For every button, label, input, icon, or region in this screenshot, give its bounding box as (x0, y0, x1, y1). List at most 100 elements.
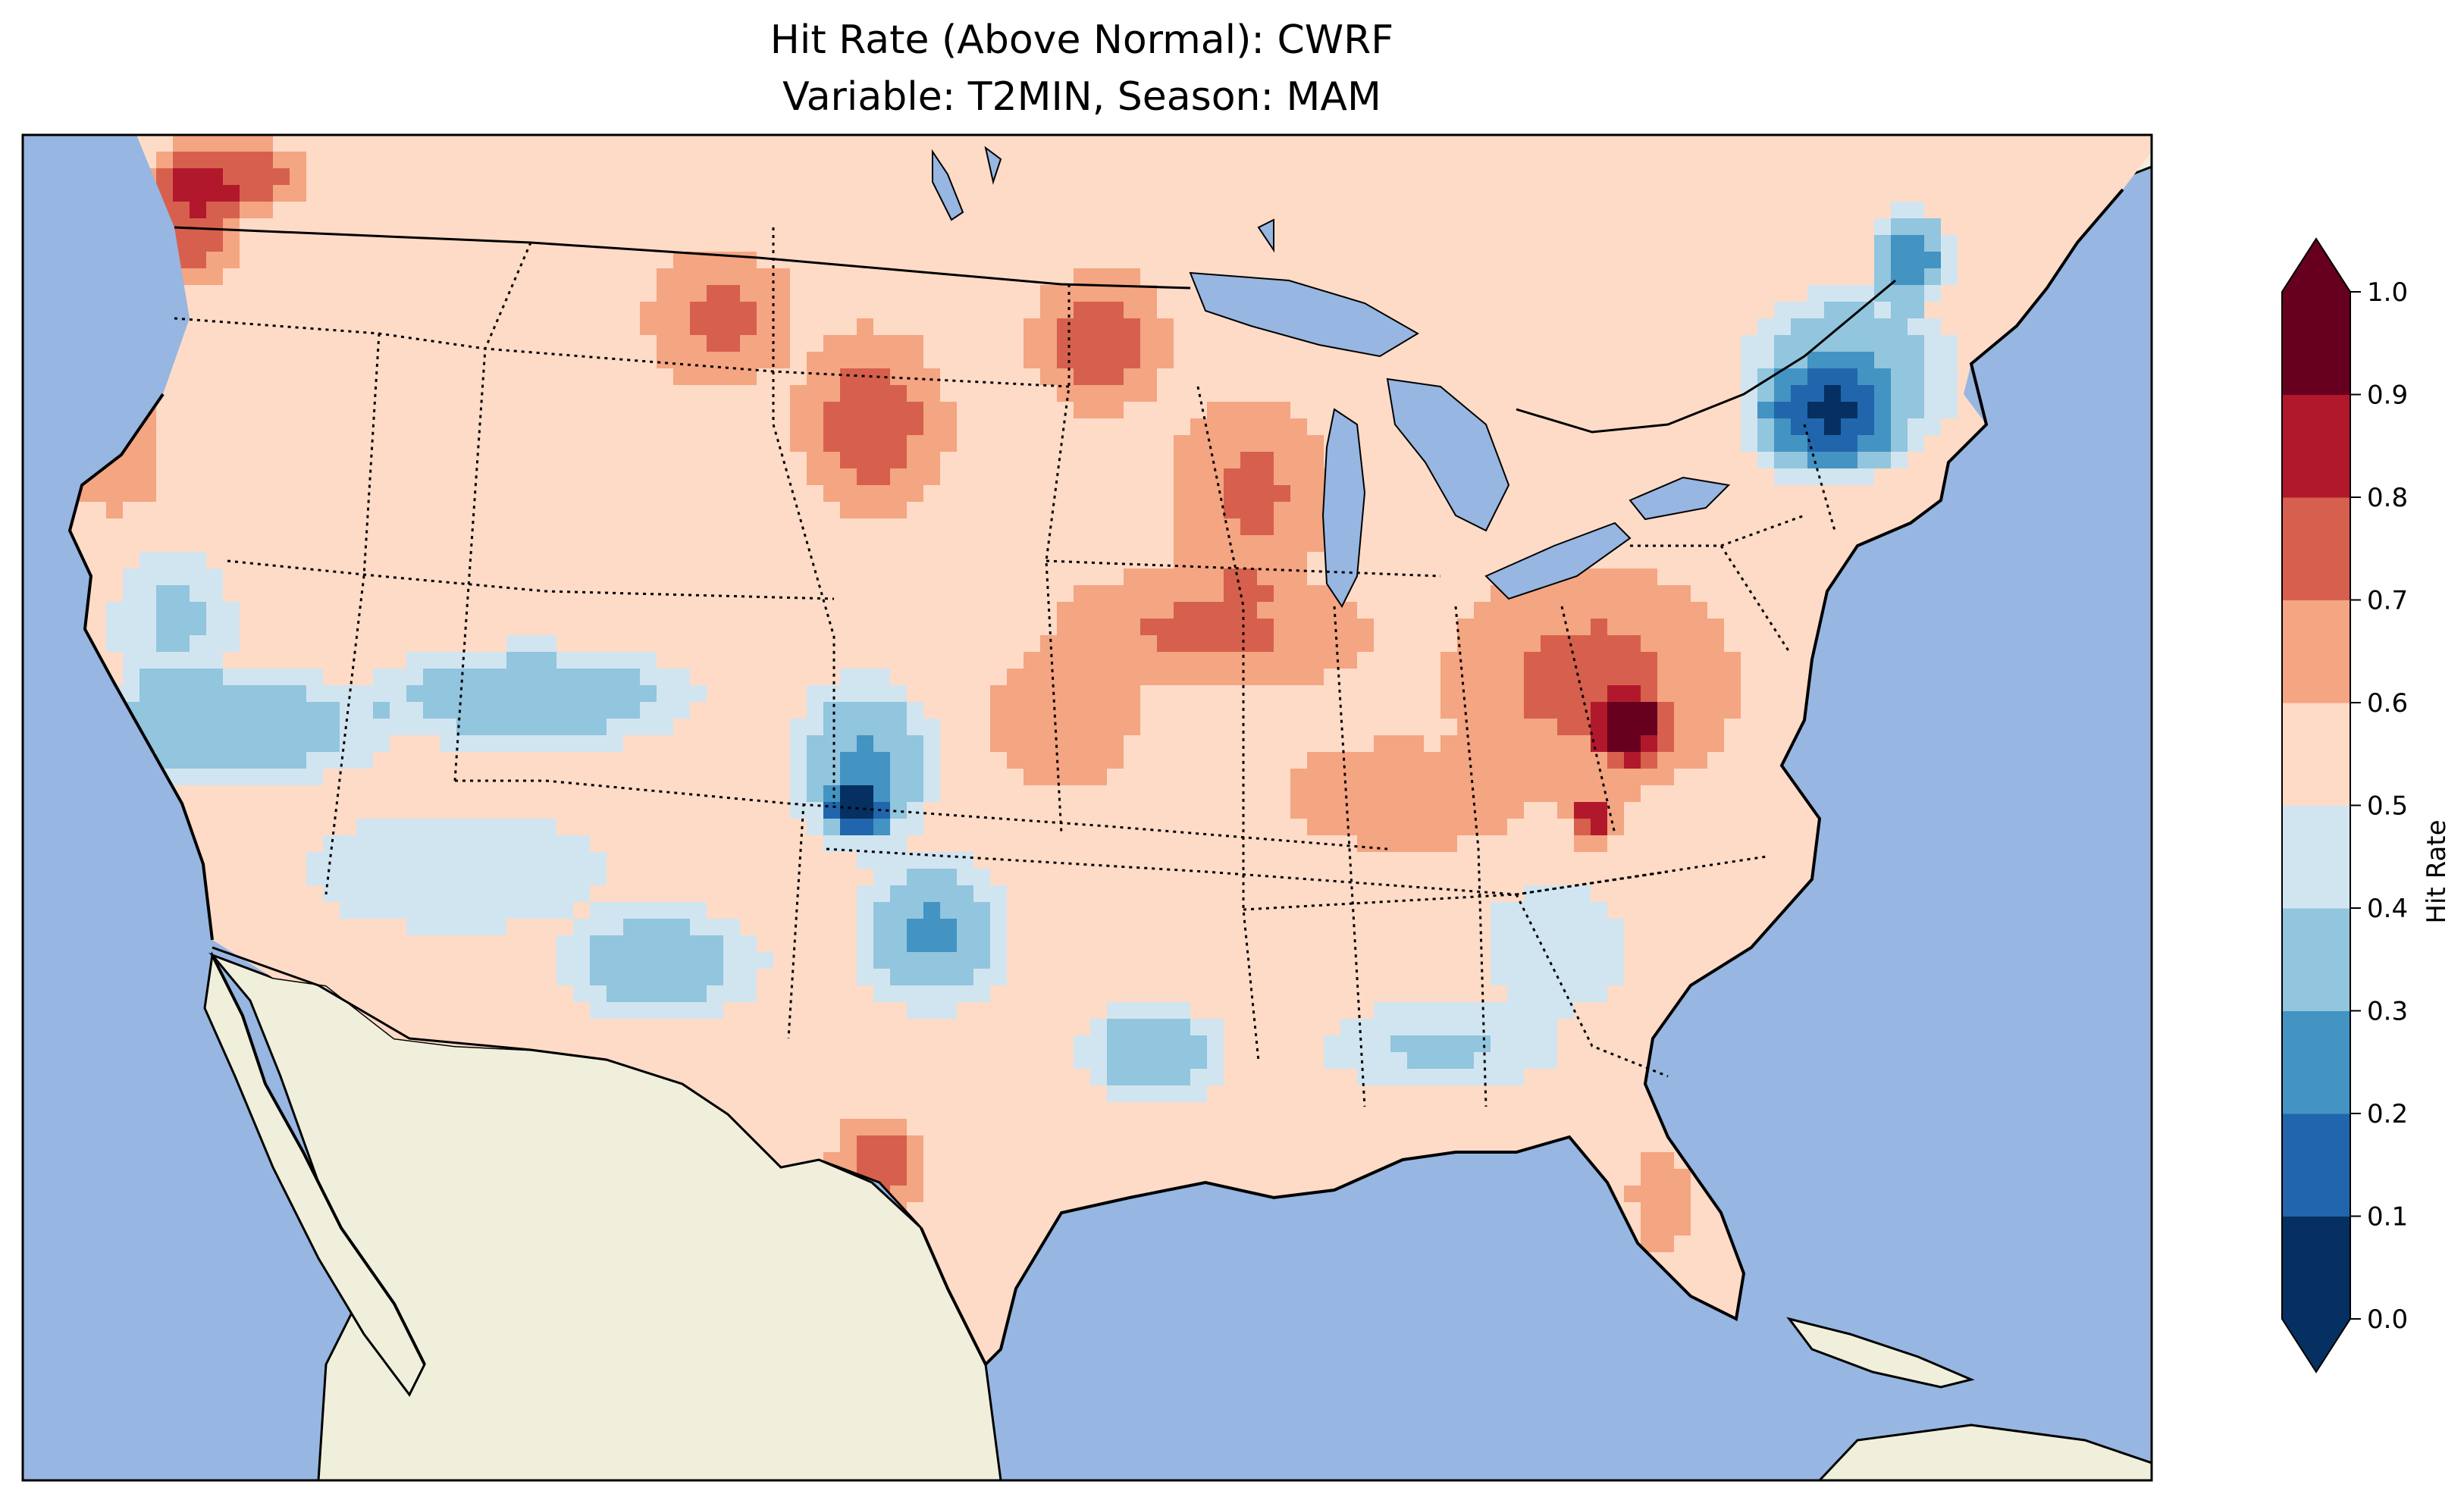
field-cell (206, 719, 224, 736)
field-cell (923, 202, 941, 219)
field-cell (1424, 669, 1441, 686)
field-cell (1958, 285, 1975, 302)
field-cell (857, 352, 874, 369)
field-cell (1124, 252, 1141, 269)
field-cell (256, 352, 274, 369)
field-cell (356, 318, 374, 336)
field-cell (140, 669, 157, 686)
field-cell (740, 418, 757, 436)
field-cell (790, 402, 807, 419)
field-cell (573, 552, 591, 569)
field-cell (1774, 202, 1792, 219)
field-cell (1340, 602, 1358, 619)
field-cell (1374, 518, 1391, 536)
field-cell (790, 502, 807, 519)
field-cell (1190, 769, 1208, 786)
field-cell (1307, 202, 1324, 219)
field-cell (1474, 252, 1491, 269)
field-cell (757, 602, 774, 619)
field-cell (140, 585, 157, 603)
field-cell (690, 518, 707, 536)
field-cell (1707, 152, 1725, 169)
field-cell (840, 669, 857, 686)
field-cell (907, 285, 924, 302)
field-cell (907, 502, 924, 519)
field-cell (2041, 135, 2058, 152)
field-cell (1707, 285, 1725, 302)
field-cell (1290, 535, 1308, 553)
field-cell (1424, 619, 1441, 636)
field-cell (1724, 418, 1741, 436)
field-cell (1741, 318, 1758, 336)
field-cell (306, 252, 324, 269)
field-cell (1240, 468, 1258, 486)
field-cell (607, 485, 624, 503)
field-cell (556, 385, 574, 402)
field-cell (256, 619, 274, 636)
field-cell (1924, 152, 1942, 169)
field-cell (1741, 568, 1758, 586)
field-cell (1857, 268, 1875, 286)
field-cell (1107, 619, 1124, 636)
field-cell (990, 435, 1008, 453)
field-cell (1207, 619, 1224, 636)
field-cell (2008, 218, 2025, 236)
field-cell (340, 302, 357, 319)
field-cell (623, 402, 641, 419)
field-cell (1641, 719, 1658, 736)
field-cell (1824, 385, 1842, 402)
field-cell (1057, 485, 1074, 503)
field-cell (673, 435, 691, 453)
field-cell (1124, 402, 1141, 419)
field-cell (190, 385, 207, 402)
field-cell (306, 702, 324, 719)
field-cell (1491, 769, 1508, 786)
field-cell (1357, 202, 1375, 219)
field-cell (1440, 669, 1458, 686)
field-cell (590, 735, 607, 753)
field-cell (223, 535, 240, 553)
field-cell (1140, 302, 1158, 319)
field-cell (573, 285, 591, 302)
field-cell (1757, 318, 1775, 336)
field-cell (1424, 585, 1441, 603)
field-cell (506, 585, 524, 603)
field-cell (1007, 202, 1024, 219)
field-cell (1657, 719, 1675, 736)
field-cell (957, 735, 974, 753)
field-cell (1157, 135, 1174, 152)
field-cell (1040, 685, 1058, 703)
field-cell (1024, 468, 1041, 486)
field-cell (1407, 752, 1425, 769)
field-cell (1624, 318, 1641, 336)
field-cell (206, 202, 224, 219)
field-cell (723, 418, 741, 436)
field-cell (423, 218, 440, 236)
field-cell (623, 218, 641, 236)
field-cell (1924, 168, 1942, 186)
field-cell (423, 552, 440, 569)
field-cell (1057, 635, 1074, 653)
field-cell (1190, 669, 1208, 686)
field-cell (773, 652, 791, 669)
field-cell (1140, 652, 1158, 669)
field-cell (1074, 268, 1091, 286)
field-cell (356, 602, 374, 619)
field-cell (473, 268, 491, 286)
field-cell (256, 218, 274, 236)
field-cell (1824, 468, 1842, 486)
field-cell (1841, 268, 1858, 286)
field-cell (1157, 619, 1174, 636)
field-cell (840, 685, 857, 703)
field-cell (1140, 318, 1158, 336)
field-cell (640, 602, 657, 619)
field-cell (1024, 652, 1041, 669)
field-cell (1190, 518, 1208, 536)
field-cell (1807, 135, 1825, 152)
field-cell (1491, 268, 1508, 286)
field-cell (1741, 368, 1758, 386)
field-cell (1674, 518, 1691, 536)
field-cell (406, 602, 424, 619)
field-cell (1024, 318, 1041, 336)
field-cell (506, 152, 524, 169)
